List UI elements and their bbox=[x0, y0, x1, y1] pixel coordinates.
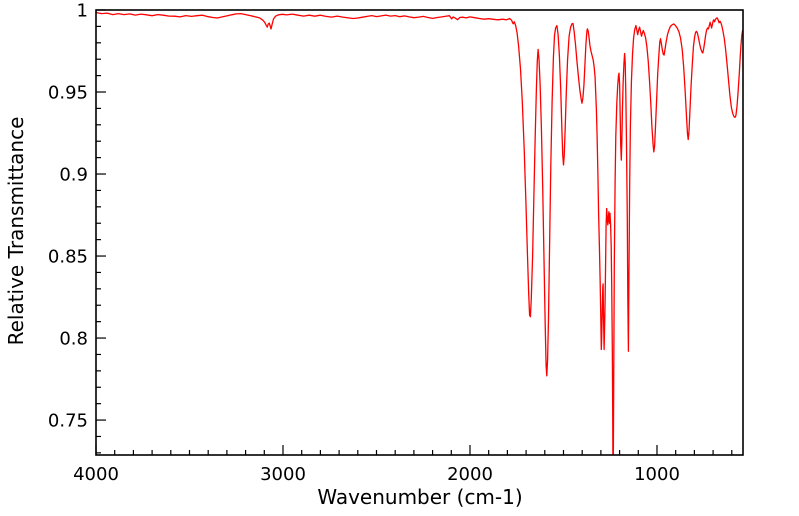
x-tick-label: 3000 bbox=[260, 464, 306, 485]
y-tick-label: 1 bbox=[77, 1, 88, 22]
x-tick-label: 4000 bbox=[73, 464, 119, 485]
axis-ticks bbox=[95, 9, 733, 455]
y-tick-label: 0.8 bbox=[59, 329, 88, 350]
x-tick-label: 2000 bbox=[447, 464, 493, 485]
y-tick-label: 0.95 bbox=[48, 83, 88, 104]
plot-border bbox=[95, 9, 744, 456]
spectrum-line bbox=[96, 11, 743, 455]
spectrum-series bbox=[96, 11, 743, 455]
y-axis-title: Relative Transmittance bbox=[4, 116, 28, 346]
x-axis-title: Wavenumber (cm-1) bbox=[317, 485, 523, 509]
y-tick-label: 0.9 bbox=[59, 165, 88, 186]
x-tick-label: 1000 bbox=[634, 464, 680, 485]
y-tick-label: 0.75 bbox=[48, 411, 88, 432]
y-tick-label: 0.85 bbox=[48, 247, 88, 268]
tick-labels: 4000 3000 2000 1000 1 0.95 0.9 0.85 0.8 0.75 bbox=[48, 1, 680, 486]
